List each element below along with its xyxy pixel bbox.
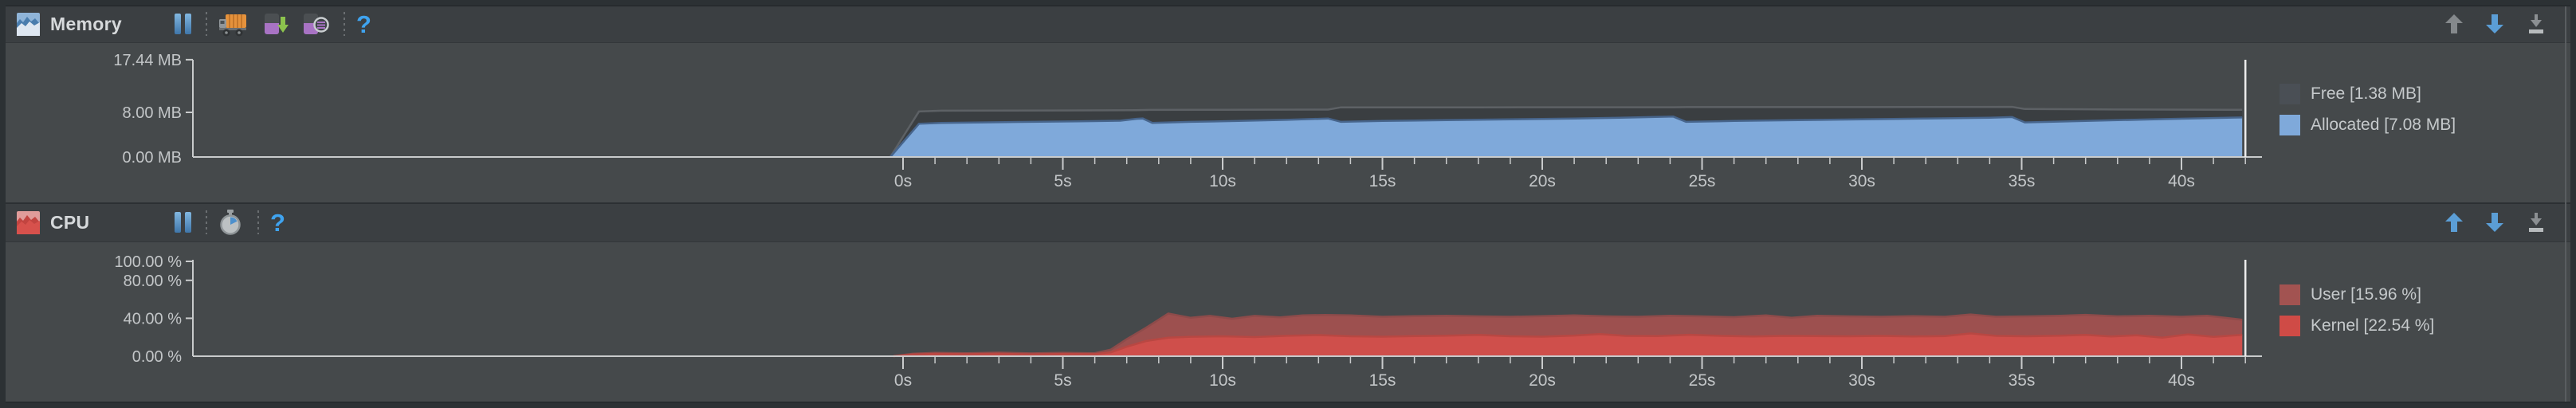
y-tick-label: 80.00 % <box>124 273 183 290</box>
x-tick-label: 30s <box>1848 371 1875 390</box>
memory-chart: 17.44 MB 8.00 MB 0.00 MB 0s 5s 10s 15s 20s 25s 30… <box>113 52 2262 190</box>
stopwatch-icon <box>220 209 241 235</box>
help-icon[interactable]: ? <box>270 208 285 237</box>
move-down-icon[interactable] <box>2485 14 2504 34</box>
x-tick-label: 10s <box>1209 371 1236 390</box>
pause-button[interactable] <box>175 212 191 233</box>
kernel-legend-label: Kernel [22.54 %] <box>2311 316 2435 335</box>
window-edge-bottom <box>0 402 2576 408</box>
toolbar-separator <box>206 12 207 36</box>
x-tick-label: 40s <box>2168 371 2195 390</box>
user-legend-label: User [15.96 %] <box>2311 285 2421 304</box>
minimize-icon[interactable] <box>2526 211 2547 233</box>
window-edge-right <box>2570 0 2576 408</box>
x-tick-label: 10s <box>1209 172 1236 190</box>
x-tick-label: 15s <box>1369 371 1396 390</box>
x-tick-label: 35s <box>2009 371 2036 390</box>
y-tick-label: 8.00 MB <box>123 104 182 122</box>
move-up-icon[interactable] <box>2444 14 2464 34</box>
start-method-tracing-button[interactable] <box>218 209 243 236</box>
memory-line-total <box>889 105 2243 158</box>
x-tick-label: 40s <box>2168 172 2195 190</box>
allocation-tracking-button[interactable] <box>302 12 329 37</box>
memory-panel-title: Memory <box>50 13 122 34</box>
x-tick-label: 5s <box>1054 172 1071 190</box>
memory-legend: Free [1.38 MB] Allocated [7.08 MB] <box>2280 84 2456 135</box>
move-down-icon[interactable] <box>2485 212 2504 233</box>
dump-java-heap-button[interactable] <box>263 12 289 37</box>
allocated-legend-label: Allocated [7.08 MB] <box>2311 116 2456 134</box>
y-tick-label: 0.00 % <box>132 348 182 366</box>
cpu-monitor-icon <box>17 210 40 234</box>
x-tick-label: 15s <box>1369 172 1396 190</box>
memory-window-controls <box>2444 6 2547 42</box>
x-tick-label: 25s <box>1689 172 1716 190</box>
cpu-legend: User [15.96 %] Kernel [22.54 %] <box>2280 284 2434 336</box>
legend-item-allocated: Allocated [7.08 MB] <box>2280 115 2456 135</box>
y-tick-label: 0.00 MB <box>123 149 182 167</box>
cpu-panel-header: CPU ? <box>6 202 2570 242</box>
garbage-truck-icon <box>219 14 246 36</box>
memory-panel-header: Memory <box>6 6 2570 43</box>
y-tick-label: 100.00 % <box>114 253 182 271</box>
heap-dump-icon <box>265 13 289 34</box>
free-legend-label: Free [1.38 MB] <box>2311 84 2421 103</box>
x-tick-label: 5s <box>1054 371 1071 390</box>
toolbar-separator <box>344 12 345 36</box>
x-tick-label: 35s <box>2009 172 2036 190</box>
cpu-panel-title: CPU <box>50 211 90 233</box>
pause-button[interactable] <box>175 14 191 34</box>
cpu-chart: 100.00 % 80.00 % 40.00 % 0.00 % 0s 5s 10s 15s 20… <box>114 253 2262 390</box>
cpu-window-controls <box>2444 204 2547 241</box>
y-tick-label: 17.44 MB <box>113 52 182 69</box>
free-legend-swatch <box>2280 84 2300 104</box>
legend-item-kernel: Kernel [22.54 %] <box>2280 316 2434 336</box>
x-tick-label: 20s <box>1529 172 1556 190</box>
minimize-icon[interactable] <box>2526 13 2547 35</box>
x-tick-label: 30s <box>1848 172 1875 190</box>
cpu-area-kernel[interactable] <box>893 333 2243 356</box>
toolbar-separator <box>206 210 207 234</box>
x-tick-label: 20s <box>1529 371 1556 390</box>
window-edge-top <box>0 0 2576 6</box>
cpu-toolbar: ? <box>175 204 285 241</box>
y-tick-label: 40.00 % <box>124 310 183 328</box>
panel-right-divider <box>2565 6 2566 402</box>
legend-item-free: Free [1.38 MB] <box>2280 84 2456 104</box>
move-up-icon[interactable] <box>2444 212 2464 233</box>
kernel-legend-swatch <box>2280 316 2300 336</box>
legend-item-user: User [15.96 %] <box>2280 284 2434 305</box>
toolbar-separator <box>257 210 259 234</box>
x-tick-label: 0s <box>894 371 912 390</box>
cpu-line-user-total <box>893 312 2243 358</box>
initiate-gc-button[interactable] <box>218 12 247 37</box>
allocated-legend-swatch <box>2280 115 2300 135</box>
memory-toolbar: ? <box>175 6 371 42</box>
cpu-line-kernel <box>893 332 2243 358</box>
memory-line-allocated <box>889 116 2243 158</box>
x-tick-label: 0s <box>894 172 912 190</box>
user-legend-swatch <box>2280 284 2300 305</box>
window-edge-left <box>0 0 6 408</box>
memory-monitor-icon <box>17 12 40 36</box>
memory-area-allocated[interactable] <box>890 116 2243 157</box>
help-icon[interactable]: ? <box>356 10 371 38</box>
x-tick-label: 25s <box>1689 371 1716 390</box>
allocation-tracker-icon <box>304 13 329 34</box>
